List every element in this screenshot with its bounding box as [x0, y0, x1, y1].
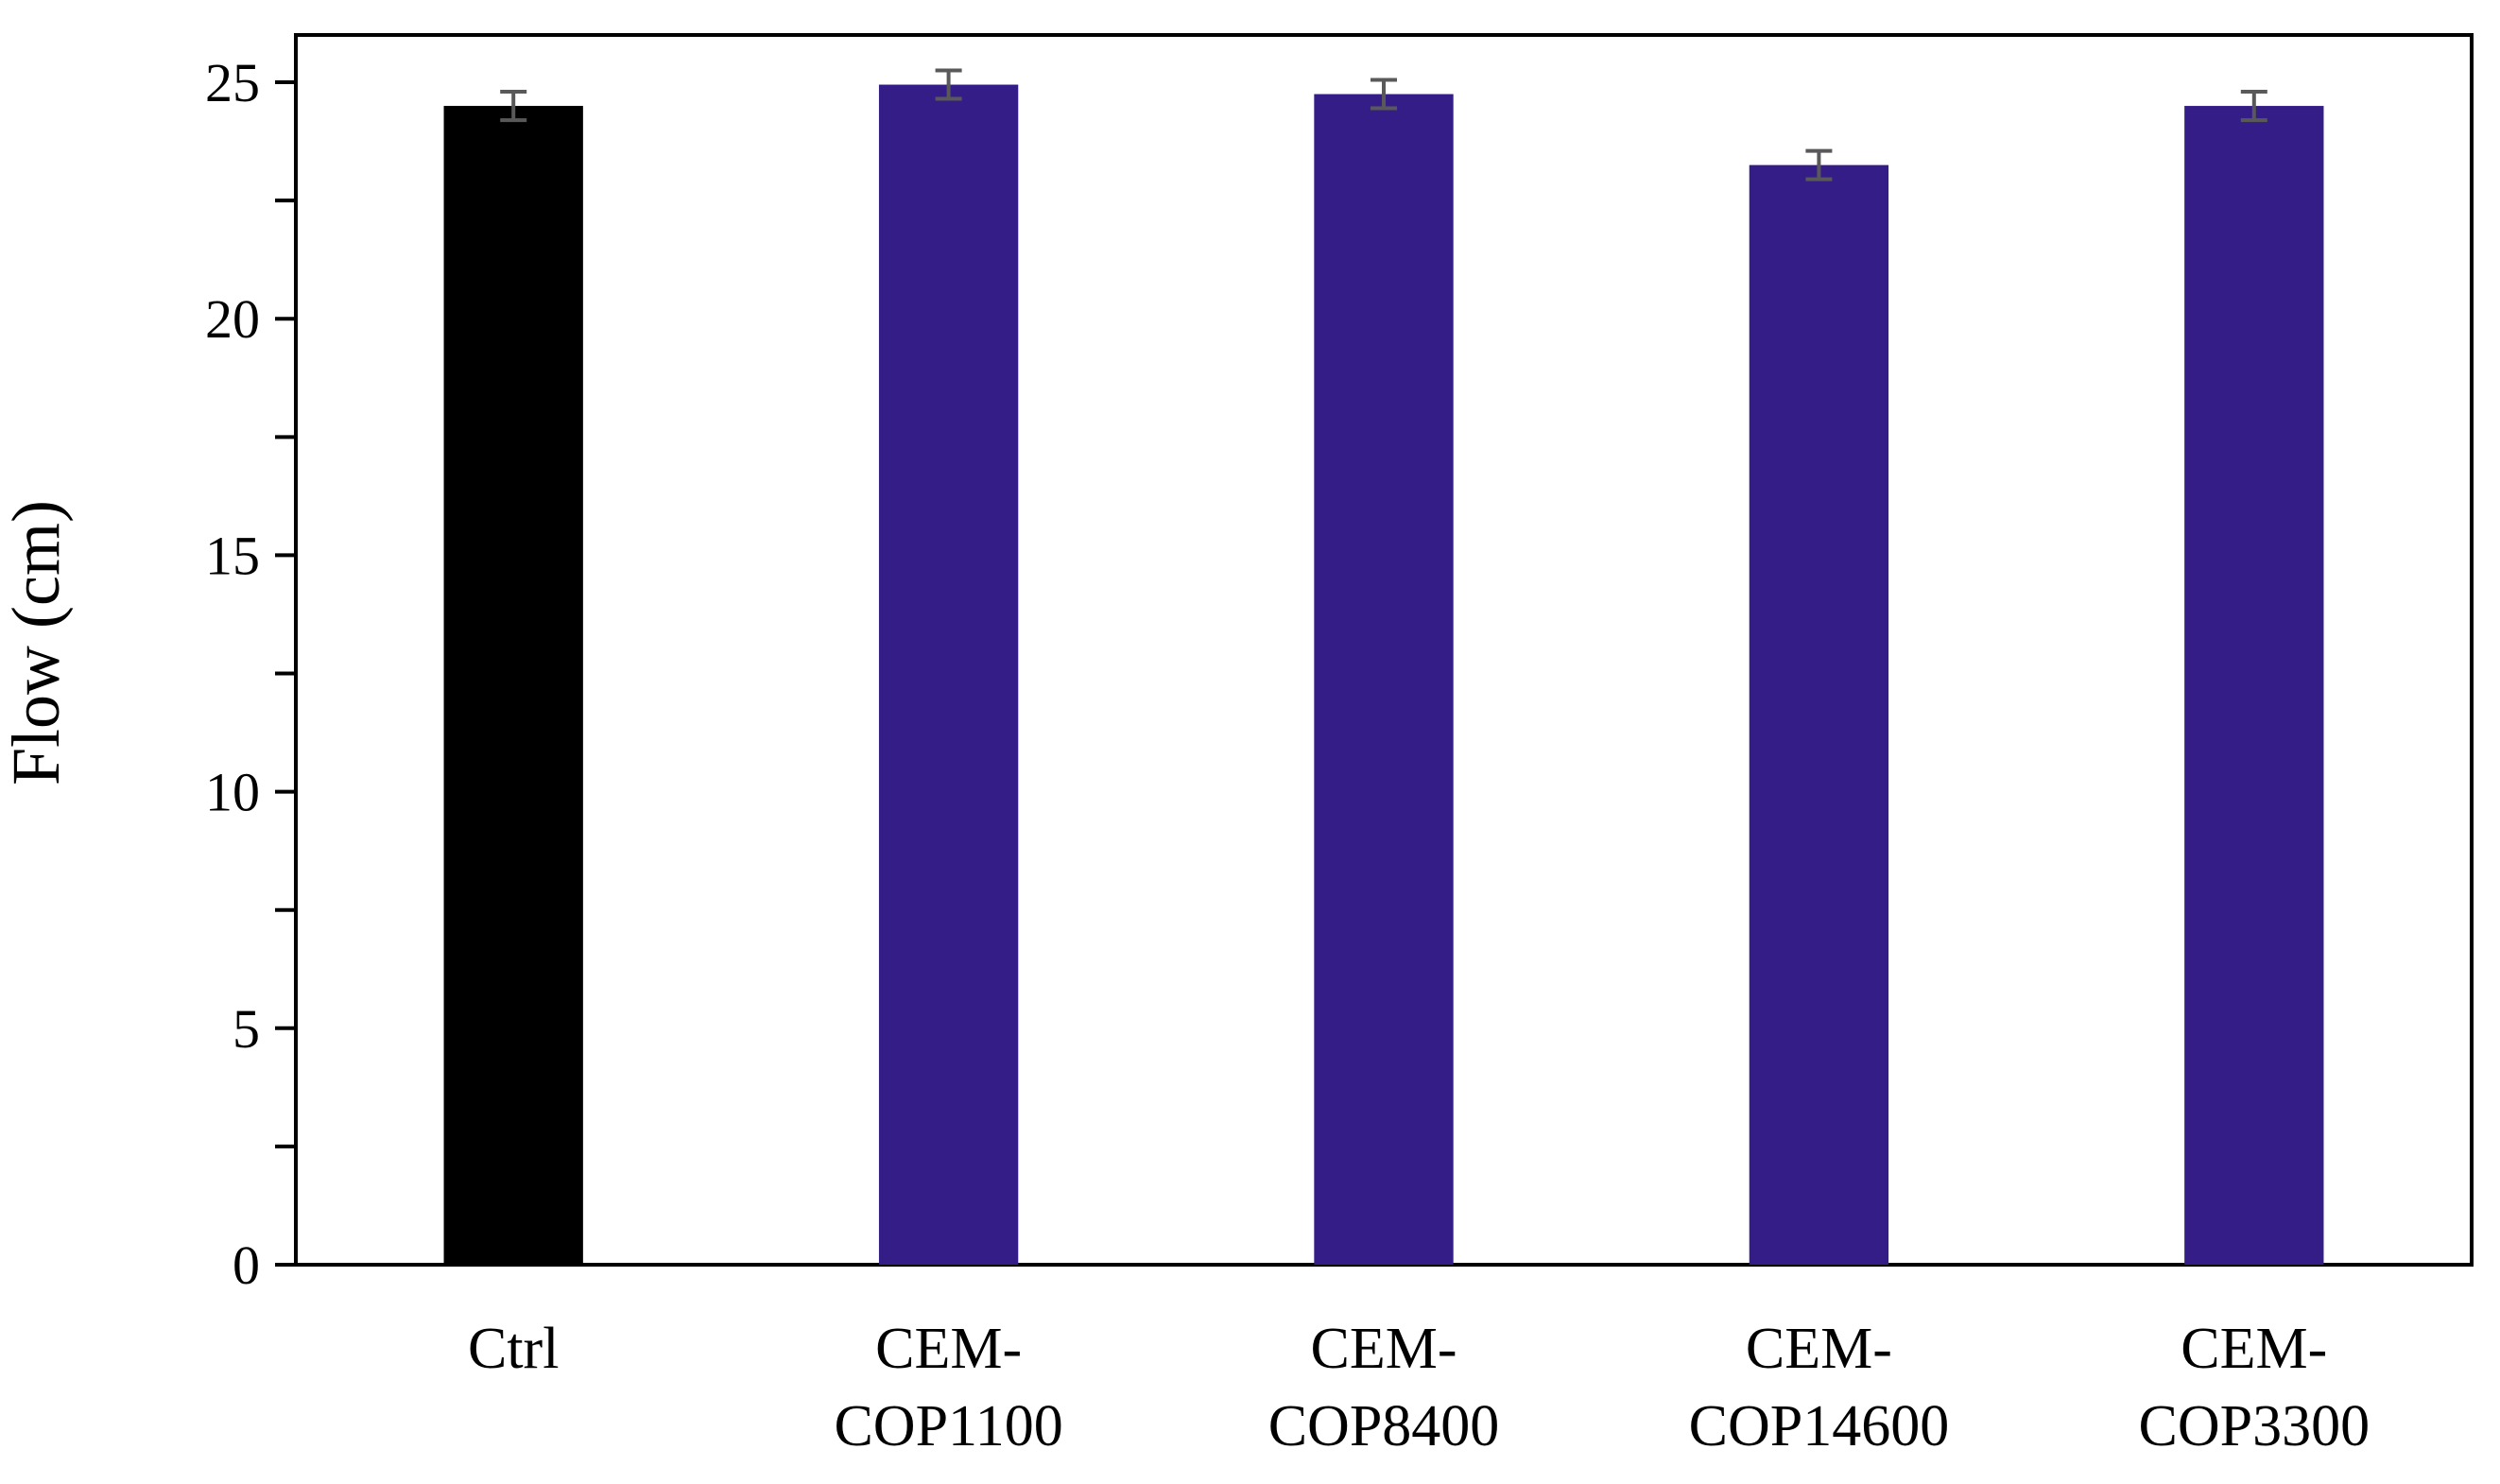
- bar: [1749, 164, 1889, 1266]
- y-tick-label: 10: [205, 762, 260, 823]
- x-category-label: CEM-: [2181, 1317, 2327, 1381]
- y-tick-label: 20: [205, 288, 260, 350]
- x-category-label: COP1100: [834, 1394, 1062, 1458]
- y-tick-label: 5: [233, 998, 260, 1060]
- y-tick-label: 0: [233, 1234, 260, 1296]
- x-category-label: COP3300: [2138, 1394, 2370, 1458]
- x-category-label: COP14600: [1689, 1394, 1950, 1458]
- x-category-label: Ctrl: [468, 1317, 559, 1381]
- y-tick-label: 15: [205, 525, 260, 586]
- plot-area: 0 5 10 15 20 25 Ctrl CEM- COP1100 CEM- COP8400 CEM-…: [205, 33, 2474, 1458]
- bar: [878, 84, 1019, 1265]
- bar: [443, 106, 583, 1265]
- x-category-label: CEM-: [875, 1317, 1022, 1381]
- x-category-label: CEM-: [1746, 1317, 1892, 1381]
- x-category-label: COP8400: [1268, 1394, 1500, 1458]
- bar: [2184, 106, 2324, 1265]
- y-tick-label: 25: [205, 52, 260, 113]
- x-category-label: CEM-: [1311, 1317, 1457, 1381]
- bar: [1314, 94, 1454, 1265]
- y-axis-title: Flow (cm): [0, 500, 74, 785]
